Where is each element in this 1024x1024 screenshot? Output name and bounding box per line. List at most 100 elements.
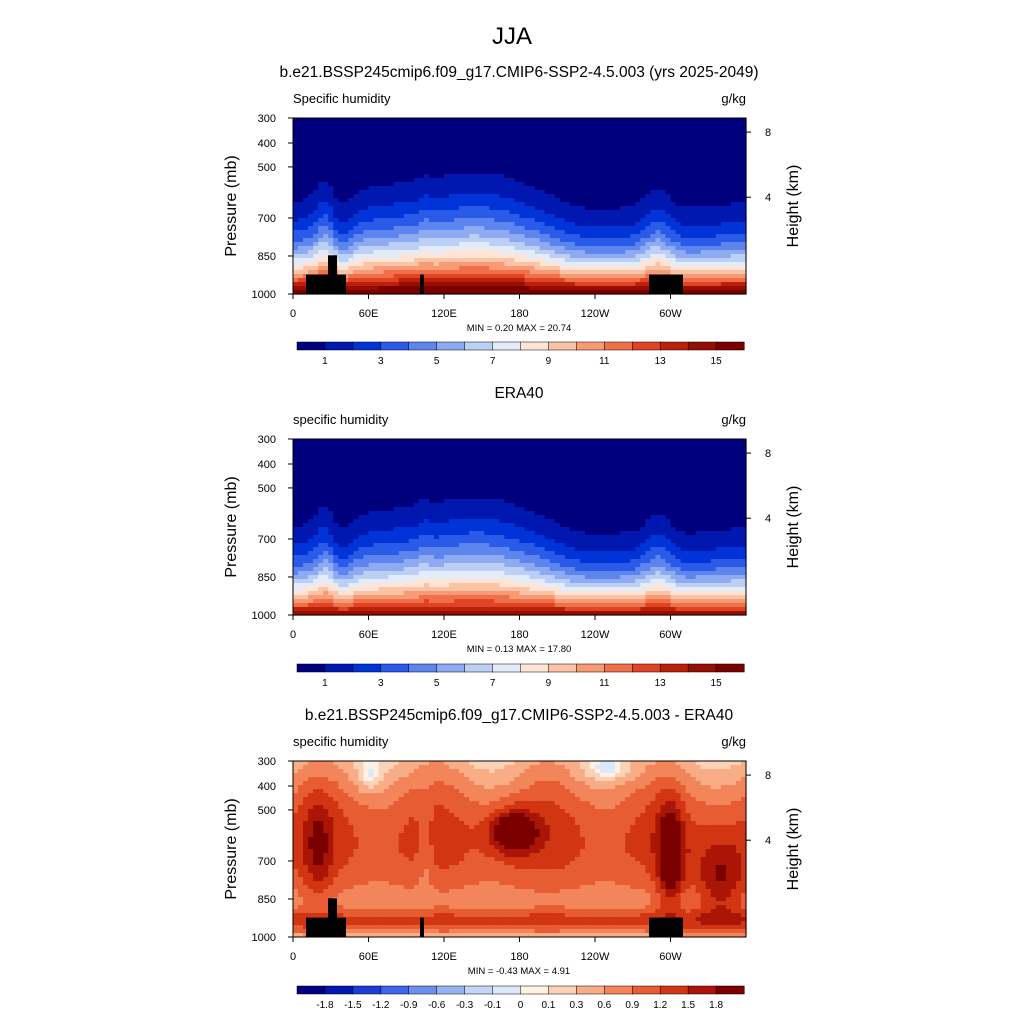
contour-cell bbox=[313, 198, 319, 203]
contour-cell bbox=[303, 218, 309, 223]
contour-cell bbox=[373, 162, 380, 167]
contour-cell bbox=[363, 218, 370, 223]
contour-cell bbox=[393, 226, 400, 231]
contour-cell bbox=[735, 146, 742, 151]
contour-cell bbox=[343, 290, 349, 295]
contour-cell bbox=[418, 186, 425, 191]
contour-cell bbox=[544, 250, 551, 255]
contour-cell bbox=[303, 142, 309, 147]
contour-cell bbox=[373, 226, 380, 231]
contour-cell bbox=[544, 234, 551, 239]
contour-cell bbox=[303, 439, 309, 444]
contour-cell bbox=[615, 138, 621, 143]
contour-cell bbox=[423, 170, 430, 175]
contour-cell bbox=[413, 218, 420, 223]
contour-cell bbox=[433, 286, 440, 291]
contour-cell bbox=[484, 194, 490, 199]
contour-cell bbox=[519, 194, 526, 199]
contour-cell bbox=[559, 447, 566, 452]
contour-cell bbox=[444, 194, 450, 199]
contour-cell bbox=[584, 467, 591, 472]
contour-cell bbox=[428, 286, 435, 291]
contour-cell bbox=[720, 262, 727, 267]
contour-cell bbox=[378, 146, 385, 151]
contour-cell bbox=[393, 194, 400, 199]
contour-cell bbox=[423, 174, 430, 179]
contour-cell bbox=[489, 246, 495, 251]
contour-cell bbox=[710, 270, 717, 275]
contour-cell bbox=[444, 226, 450, 231]
contour-cell bbox=[695, 214, 702, 219]
contour-cell bbox=[393, 447, 400, 452]
contour-cell bbox=[700, 242, 707, 247]
contour-cell bbox=[444, 218, 450, 223]
contour-cell bbox=[539, 194, 546, 199]
contour-cell bbox=[670, 471, 677, 476]
contour-cell bbox=[610, 443, 616, 448]
contour-cell bbox=[584, 142, 591, 147]
contour-cell bbox=[418, 182, 425, 187]
contour-cell bbox=[630, 194, 636, 199]
contour-cell bbox=[670, 130, 677, 135]
contour-cell bbox=[479, 118, 485, 123]
contour-cell bbox=[449, 134, 455, 139]
contour-cell bbox=[308, 451, 314, 456]
contour-cell bbox=[549, 451, 556, 456]
contour-cell bbox=[368, 154, 375, 159]
contour-cell bbox=[303, 214, 309, 219]
contour-cell bbox=[393, 262, 400, 267]
contour-cell bbox=[494, 475, 500, 480]
contour-cell bbox=[318, 230, 324, 235]
contour-cell bbox=[569, 150, 576, 155]
contour-cell bbox=[413, 439, 420, 444]
contour-cell bbox=[670, 186, 677, 191]
contour-cell bbox=[725, 206, 732, 211]
contour-cell bbox=[620, 459, 626, 464]
contour-cell bbox=[605, 443, 611, 448]
contour-cell bbox=[735, 471, 742, 476]
contour-cell bbox=[504, 262, 511, 267]
contour-cell bbox=[625, 459, 631, 464]
contour-cell bbox=[368, 150, 375, 155]
contour-cell bbox=[428, 186, 435, 191]
contour-cell bbox=[605, 146, 611, 151]
contour-cell bbox=[720, 475, 727, 480]
contour-cell bbox=[454, 210, 460, 215]
contour-cell bbox=[720, 166, 727, 171]
contour-cell bbox=[308, 130, 314, 135]
contour-cell bbox=[610, 126, 616, 131]
contour-cell bbox=[605, 158, 611, 163]
contour-cell bbox=[554, 122, 561, 127]
contour-cell bbox=[544, 475, 551, 480]
contour-cell bbox=[635, 146, 641, 151]
contour-cell bbox=[564, 242, 571, 247]
contour-cell bbox=[615, 210, 621, 215]
contour-cell bbox=[313, 126, 319, 131]
contour-cell bbox=[368, 118, 375, 123]
contour-cell bbox=[665, 158, 672, 163]
contour-cell bbox=[499, 186, 505, 191]
contour-cell bbox=[444, 126, 450, 131]
contour-cell bbox=[620, 182, 626, 187]
contour-cell bbox=[499, 286, 505, 291]
contour-cell bbox=[378, 282, 385, 287]
contour-cell bbox=[363, 174, 370, 179]
contour-cell bbox=[474, 266, 480, 271]
contour-cell bbox=[499, 190, 505, 195]
contour-cell bbox=[640, 130, 646, 135]
contour-cell bbox=[479, 447, 485, 452]
contour-cell bbox=[444, 170, 450, 175]
contour-cell bbox=[705, 182, 712, 187]
contour-cell bbox=[680, 270, 687, 275]
contour-cell bbox=[418, 154, 425, 159]
contour-cell bbox=[519, 262, 526, 267]
contour-cell bbox=[554, 262, 561, 267]
contour-cell bbox=[584, 471, 591, 476]
contour-cell bbox=[313, 222, 319, 227]
contour-cell bbox=[685, 222, 692, 227]
contour-cell bbox=[368, 467, 375, 472]
contour-cell bbox=[484, 258, 490, 263]
contour-cell bbox=[514, 150, 521, 155]
contour-cell bbox=[735, 134, 742, 139]
contour-cell bbox=[398, 467, 405, 472]
